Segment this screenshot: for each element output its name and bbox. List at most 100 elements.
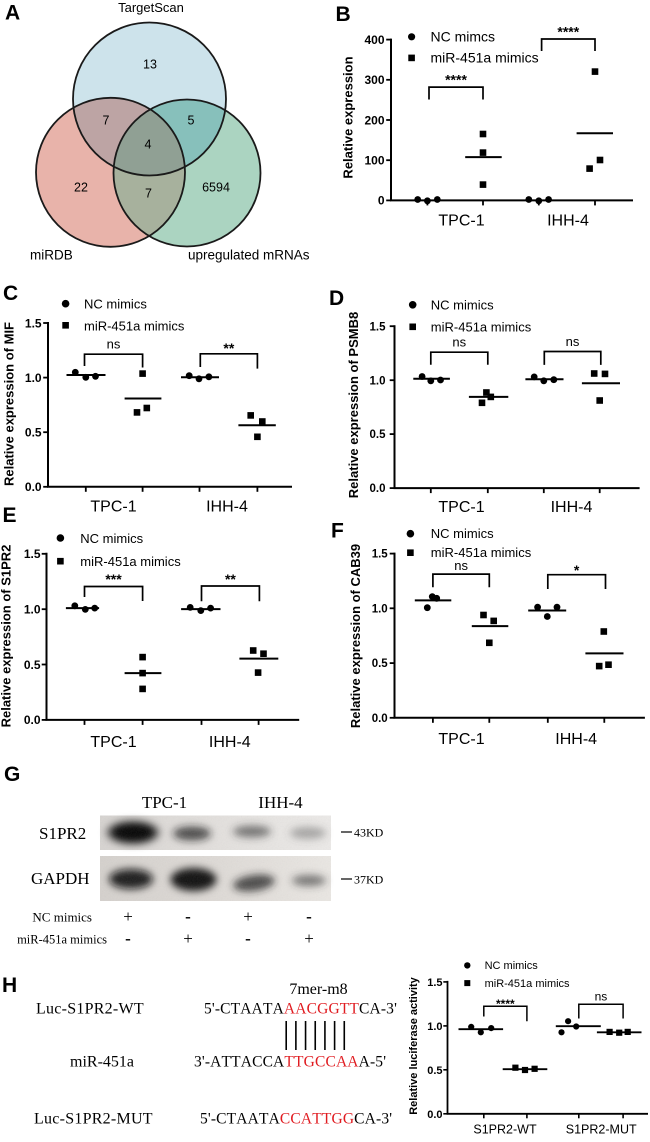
svg-text:7mer-m8: 7mer-m8 — [289, 981, 347, 998]
svg-text:H: H — [2, 974, 17, 997]
svg-text:**: ** — [225, 571, 236, 587]
svg-text:NC mimcs: NC mimcs — [431, 29, 496, 45]
svg-text:6594: 6594 — [202, 181, 230, 195]
svg-text:-: - — [306, 907, 312, 926]
svg-text:miR-451a mimics: miR-451a mimics — [431, 50, 539, 66]
svg-text:****: **** — [557, 24, 579, 40]
svg-text:TargetScan: TargetScan — [118, 0, 184, 15]
svg-text:NC mimics: NC mimics — [32, 910, 92, 925]
svg-text:G: G — [4, 763, 20, 786]
svg-text:+: + — [243, 907, 253, 926]
svg-text:A: A — [5, 2, 20, 25]
svg-text:IHH-4: IHH-4 — [547, 213, 589, 230]
svg-text:TPC-1: TPC-1 — [438, 731, 484, 748]
svg-text:0.0: 0.0 — [370, 483, 386, 495]
svg-text:GAPDH: GAPDH — [31, 869, 90, 888]
svg-text:upregulated mRNAs: upregulated mRNAs — [188, 248, 310, 263]
svg-text:0.5: 0.5 — [427, 1065, 442, 1077]
svg-text:43KD: 43KD — [354, 826, 384, 840]
svg-text:-: - — [125, 929, 131, 948]
svg-text:400: 400 — [364, 33, 384, 47]
svg-text:1.5: 1.5 — [25, 316, 42, 330]
svg-text:22: 22 — [74, 181, 88, 195]
svg-text:**: ** — [223, 340, 234, 356]
svg-text:TPC-1: TPC-1 — [90, 734, 136, 751]
svg-text:IHH-4: IHH-4 — [258, 793, 303, 812]
svg-text:3'-ATTACCATTGCCAAA-5': 3'-ATTACCATTGCCAAA-5' — [194, 1054, 386, 1071]
svg-text:NC mimics: NC mimics — [84, 297, 147, 312]
svg-text:***: *** — [105, 571, 122, 587]
svg-text:1.0: 1.0 — [370, 375, 386, 387]
svg-text:1.5: 1.5 — [24, 547, 41, 561]
svg-text:miR-451a: miR-451a — [70, 1054, 134, 1071]
svg-text:Relative expression of MIF: Relative expression of MIF — [2, 322, 17, 486]
svg-text:+: + — [183, 929, 193, 948]
svg-text:+: + — [123, 907, 133, 926]
svg-text:0.5: 0.5 — [370, 429, 387, 441]
svg-text:NC mimics: NC mimics — [431, 526, 494, 541]
svg-text:IHH-4: IHH-4 — [551, 499, 593, 516]
svg-text:IHH-4: IHH-4 — [555, 731, 597, 748]
svg-text:Relative expression of CAB39: Relative expression of CAB39 — [348, 544, 363, 728]
svg-text:-: - — [245, 929, 251, 948]
svg-text:miR-451a mimics: miR-451a mimics — [431, 545, 532, 560]
svg-text:0: 0 — [378, 194, 385, 208]
svg-text:0.5: 0.5 — [25, 426, 42, 440]
svg-text:37KD: 37KD — [354, 873, 384, 887]
svg-text:+: + — [304, 929, 314, 948]
svg-text:4: 4 — [145, 138, 152, 152]
svg-text:1.5: 1.5 — [372, 549, 389, 561]
svg-text:D: D — [329, 287, 344, 310]
svg-text:7: 7 — [103, 114, 110, 128]
svg-text:ns: ns — [107, 337, 121, 352]
svg-text:ns: ns — [454, 558, 468, 573]
svg-text:1.0: 1.0 — [372, 603, 388, 615]
svg-text:0.0: 0.0 — [372, 713, 388, 725]
svg-text:1.0: 1.0 — [24, 603, 41, 617]
svg-text:300: 300 — [364, 73, 384, 87]
svg-text:NC mimics: NC mimics — [485, 960, 539, 972]
svg-text:TPC-1: TPC-1 — [438, 499, 484, 516]
svg-text:F: F — [331, 520, 344, 543]
svg-text:miR-451a mimics: miR-451a mimics — [84, 318, 185, 333]
svg-text:Relative expression: Relative expression — [341, 56, 356, 178]
svg-text:5: 5 — [188, 114, 195, 128]
svg-text:0.0: 0.0 — [24, 713, 41, 727]
svg-text:0.0: 0.0 — [25, 480, 42, 494]
svg-text:TPC-1: TPC-1 — [90, 499, 136, 516]
svg-text:200: 200 — [364, 113, 384, 127]
svg-text:miR-451a mimics: miR-451a mimics — [80, 554, 181, 569]
svg-text:NC mimics: NC mimics — [431, 298, 494, 313]
svg-text:*: * — [574, 562, 580, 578]
svg-text:****: **** — [445, 72, 467, 88]
svg-text:NC mimics: NC mimics — [80, 531, 143, 546]
svg-text:E: E — [3, 504, 17, 527]
svg-text:ns: ns — [595, 990, 608, 1004]
svg-text:1.0: 1.0 — [427, 1021, 442, 1033]
svg-text:IHH-4: IHH-4 — [209, 734, 251, 751]
svg-text:ns: ns — [452, 335, 466, 350]
svg-text:13: 13 — [143, 58, 157, 72]
svg-text:TPC-1: TPC-1 — [438, 213, 484, 230]
svg-text:0.0: 0.0 — [427, 1109, 442, 1121]
svg-text:S1PR2-MUT: S1PR2-MUT — [566, 1123, 637, 1137]
svg-text:0.5: 0.5 — [24, 658, 41, 672]
svg-text:-: - — [185, 907, 191, 926]
svg-text:S1PR2-WT: S1PR2-WT — [473, 1123, 537, 1137]
svg-text:miR-451a mimics: miR-451a mimics — [17, 933, 107, 947]
svg-text:miR-451a mimics: miR-451a mimics — [431, 320, 532, 335]
svg-text:5'-CTAATAAACGGTTCA-3': 5'-CTAATAAACGGTTCA-3' — [204, 1001, 397, 1018]
svg-text:1.5: 1.5 — [427, 977, 442, 989]
svg-text:Relative expression of S1PR2: Relative expression of S1PR2 — [0, 545, 14, 728]
svg-text:IHH-4: IHH-4 — [206, 499, 248, 516]
svg-text:miRDB: miRDB — [30, 248, 73, 263]
svg-text:100: 100 — [364, 154, 384, 168]
svg-text:C: C — [3, 282, 18, 305]
svg-text:Luc-S1PR2-WT: Luc-S1PR2-WT — [36, 1001, 144, 1018]
svg-text:ns: ns — [566, 334, 580, 349]
svg-text:5'-CTAATACCATTGGCA-3': 5'-CTAATACCATTGGCA-3' — [200, 1111, 392, 1128]
svg-text:Relative expression of PSMB8: Relative expression of PSMB8 — [346, 312, 361, 498]
svg-text:0.5: 0.5 — [372, 658, 389, 670]
svg-text:S1PR2: S1PR2 — [39, 824, 86, 843]
svg-text:1.5: 1.5 — [370, 321, 387, 333]
